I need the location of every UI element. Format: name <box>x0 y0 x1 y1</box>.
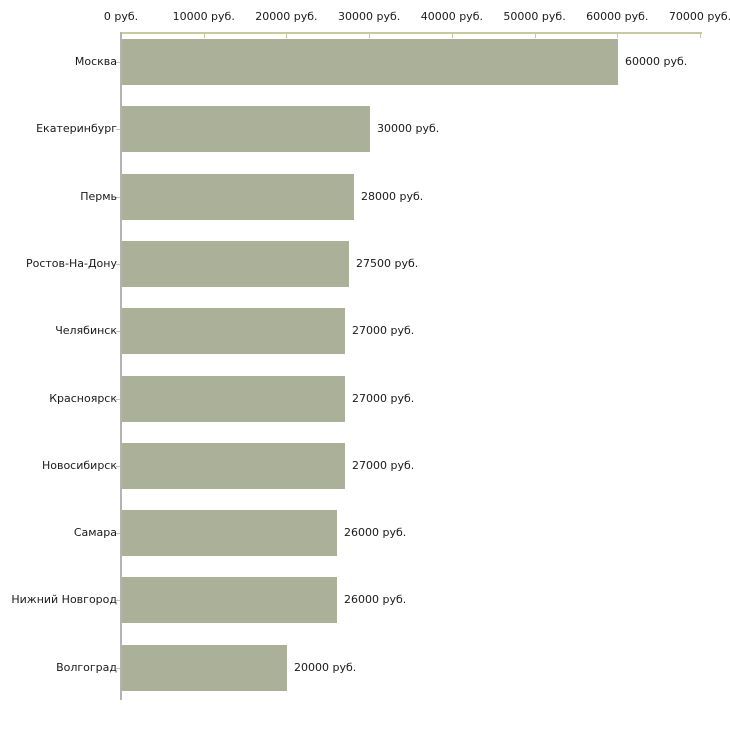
y-axis-tick-mark <box>116 264 120 265</box>
y-axis-tick-mark <box>116 600 120 601</box>
bar-6 <box>122 376 345 422</box>
value-label: 20000 руб. <box>294 661 357 674</box>
y-axis-tick-mark <box>116 331 120 332</box>
y-axis-tick-mark <box>116 197 120 198</box>
y-axis-tick-mark <box>116 668 120 669</box>
bar-9 <box>122 577 337 623</box>
category-label: Нижний Новгород <box>11 593 117 606</box>
value-label: 27000 руб. <box>352 324 415 337</box>
x-axis-tick-mark <box>534 34 536 38</box>
value-label: 26000 руб. <box>344 526 407 539</box>
x-axis-tick-label: 20000 руб. <box>255 10 318 23</box>
y-axis-line <box>120 32 122 700</box>
x-axis-tick-label: 30000 руб. <box>338 10 401 23</box>
category-label: Москва <box>74 55 117 68</box>
x-axis-tick-mark <box>700 34 701 38</box>
bar-3 <box>122 174 354 220</box>
bar-1 <box>122 39 618 85</box>
x-axis-tick-mark <box>617 34 619 38</box>
value-label: 26000 руб. <box>344 593 407 606</box>
value-label: 28000 руб. <box>361 190 424 203</box>
value-label: 27500 руб. <box>356 257 419 270</box>
value-label: 27000 руб. <box>352 459 415 472</box>
x-axis-tick-mark <box>286 34 288 38</box>
bar-8 <box>122 510 337 556</box>
x-axis-tick-label: 50000 руб. <box>503 10 566 23</box>
y-axis-tick-mark <box>116 466 120 467</box>
x-axis-tick-label: 10000 руб. <box>172 10 235 23</box>
x-axis-tick-label: 70000 руб. <box>668 10 730 23</box>
x-axis-tick-label: 40000 руб. <box>420 10 483 23</box>
value-label: 60000 руб. <box>625 55 688 68</box>
y-axis-tick-mark <box>116 399 120 400</box>
category-label: Екатеринбург <box>36 122 117 135</box>
x-axis-tick-mark <box>369 34 371 38</box>
category-label: Пермь <box>80 190 117 203</box>
category-label: Новосибирск <box>41 459 117 472</box>
x-axis-line <box>121 32 702 34</box>
bar-2 <box>122 106 370 152</box>
category-label: Ростов-На-Дону <box>25 257 117 270</box>
x-axis-tick-mark <box>203 34 205 38</box>
category-label: Красноярск <box>49 392 117 405</box>
category-label: Волгоград <box>56 661 117 674</box>
x-axis-tick-label: 60000 руб. <box>586 10 649 23</box>
value-label: 30000 руб. <box>377 122 440 135</box>
value-label: 27000 руб. <box>352 392 415 405</box>
y-axis-tick-mark <box>116 533 120 534</box>
category-label: Самара <box>73 526 117 539</box>
category-label: Челябинск <box>55 324 117 337</box>
bar-4 <box>122 241 349 287</box>
y-axis-tick-mark <box>116 62 120 63</box>
y-axis-tick-mark <box>116 129 120 130</box>
bar-10 <box>122 645 287 691</box>
bar-5 <box>122 308 345 354</box>
x-axis-tick-label: 0 руб. <box>103 10 139 23</box>
bar-7 <box>122 443 345 489</box>
x-axis-tick-mark <box>451 34 453 38</box>
